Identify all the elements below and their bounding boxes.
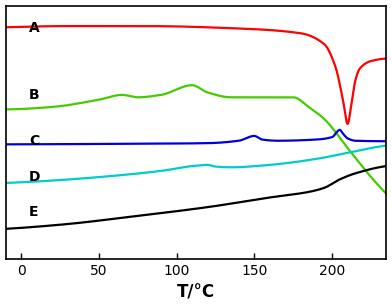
Text: E: E: [29, 205, 38, 219]
Text: D: D: [29, 170, 40, 184]
Text: B: B: [29, 88, 40, 102]
Text: C: C: [29, 134, 39, 148]
X-axis label: T/°C: T/°C: [177, 283, 215, 301]
Text: A: A: [29, 21, 40, 36]
